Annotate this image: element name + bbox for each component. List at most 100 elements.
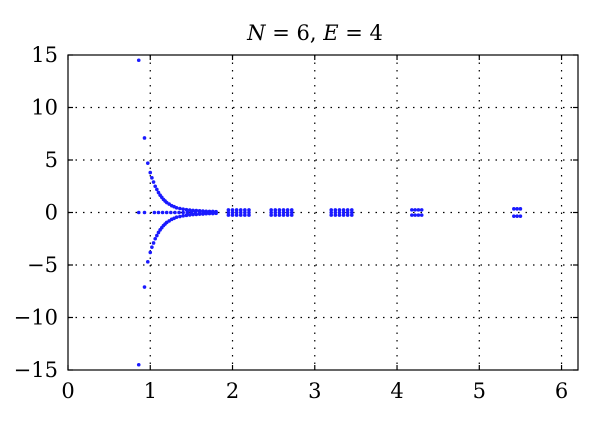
data-point <box>273 208 278 212</box>
data-point <box>349 210 354 215</box>
data-point <box>136 58 141 63</box>
data-point <box>281 208 286 212</box>
data-point <box>178 206 182 211</box>
y-tick-label: 15 <box>31 43 58 67</box>
data-point <box>155 233 159 238</box>
data-point <box>345 213 350 217</box>
data-point <box>201 210 206 215</box>
data-point <box>243 213 247 217</box>
data-point <box>329 208 334 212</box>
data-point <box>341 210 346 215</box>
data-point <box>333 210 338 215</box>
data-point <box>518 214 523 218</box>
data-point <box>185 210 190 215</box>
data-point <box>277 210 282 215</box>
x-tick-label: 2 <box>226 379 239 403</box>
chart-title: N = 6, E = 4 <box>246 21 383 45</box>
data-point <box>289 210 294 215</box>
data-point <box>285 208 290 212</box>
data-point <box>210 210 214 215</box>
data-point <box>273 213 278 217</box>
data-point <box>148 250 153 255</box>
x-tick-label: 1 <box>144 379 157 403</box>
data-point <box>234 208 239 212</box>
data-point <box>230 210 235 215</box>
data-point <box>416 213 421 217</box>
data-point <box>329 213 334 217</box>
data-point <box>197 210 202 215</box>
data-point <box>156 230 161 235</box>
data-point <box>238 213 243 217</box>
data-point <box>178 214 182 219</box>
data-point <box>285 213 290 217</box>
data-point <box>410 213 414 217</box>
data-point <box>160 210 165 215</box>
data-point <box>148 170 153 175</box>
data-point <box>419 208 424 212</box>
data-point <box>136 362 141 367</box>
data-point <box>234 213 239 217</box>
data-point <box>226 208 231 212</box>
plot-frame <box>67 54 579 371</box>
data-point <box>238 208 243 212</box>
data-point <box>413 213 417 217</box>
data-point <box>151 180 156 184</box>
data-point <box>277 213 282 217</box>
data-point <box>226 213 231 217</box>
data-point <box>243 210 247 215</box>
data-point <box>247 213 251 217</box>
data-point <box>277 208 282 212</box>
data-point <box>153 184 157 189</box>
data-point <box>349 208 354 212</box>
data-point <box>230 208 235 212</box>
data-point <box>247 210 251 215</box>
data-point <box>142 285 147 289</box>
data-point <box>177 210 181 215</box>
data-point <box>238 210 243 215</box>
data-point <box>341 213 346 217</box>
data-point <box>410 208 414 212</box>
data-point <box>341 208 346 212</box>
data-point <box>145 161 150 165</box>
data-point <box>413 208 417 212</box>
data-point <box>181 207 185 211</box>
x-tick-label: 4 <box>390 379 403 403</box>
data-point <box>189 210 194 215</box>
data-point <box>518 207 523 211</box>
data-point <box>164 210 169 215</box>
data-point <box>226 210 231 215</box>
data-point <box>174 205 179 210</box>
data-point <box>230 213 235 217</box>
title-part-2: E <box>322 21 338 45</box>
y-tick-label: 0 <box>45 201 58 225</box>
data-point <box>345 210 350 215</box>
data-point <box>206 210 210 215</box>
data-point <box>419 213 424 217</box>
data-point <box>234 210 239 215</box>
title-part-1: = 6, <box>266 21 324 45</box>
data-point <box>181 214 185 218</box>
data-point <box>243 208 247 212</box>
data-point <box>145 260 150 264</box>
data-point <box>281 210 286 215</box>
data-point <box>333 208 338 212</box>
title-part-3: = 4 <box>339 21 383 45</box>
data-point <box>173 210 177 215</box>
data-point <box>269 213 273 217</box>
x-tick-label: 0 <box>61 379 74 403</box>
tick-labels: 0 1 2 3 4 5 6 −15 −10 −5 0 5 10 15 <box>14 43 569 403</box>
data-point <box>512 214 516 218</box>
data-points <box>136 58 523 367</box>
data-point <box>273 210 278 215</box>
data-point <box>269 208 273 212</box>
data-point <box>333 213 338 217</box>
data-point <box>156 210 161 215</box>
data-point <box>151 241 156 245</box>
data-point <box>289 208 294 212</box>
data-point <box>269 210 273 215</box>
data-point <box>152 210 157 215</box>
data-point <box>515 214 519 218</box>
data-point <box>155 187 159 192</box>
